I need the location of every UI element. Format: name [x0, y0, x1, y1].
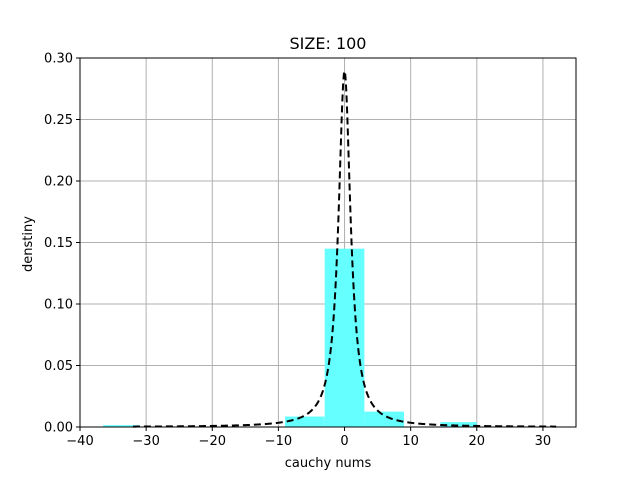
density-curve-layer [132, 70, 557, 428]
x-tick-label: 0 [340, 434, 348, 449]
y-axis-label: denstiny [21, 216, 36, 272]
x-tick-label: −20 [199, 434, 226, 449]
ticks-layer: −40 −30 −20 −10 0 10 20 30 0.00 0.05 0.10 0.15 0.20 0… [44, 52, 551, 450]
x-tick-label: −40 [66, 434, 93, 449]
histogram-bar [324, 248, 365, 427]
x-tick-label: −30 [132, 434, 159, 449]
chart-title: SIZE: 100 [290, 34, 367, 53]
histogram-bar [285, 416, 325, 427]
y-tick-label: 0.05 [44, 359, 73, 374]
histogram-bar [364, 411, 405, 427]
x-tick-label: 20 [469, 434, 486, 449]
y-tick-label: 0.10 [44, 298, 73, 313]
x-axis-label: cauchy nums [285, 456, 372, 471]
x-tick-label: 10 [402, 434, 419, 449]
y-tick-label: 0.15 [44, 236, 73, 251]
grid-layer [79, 57, 576, 428]
y-tick-label: 0.25 [44, 113, 73, 128]
x-tick-label: 30 [535, 434, 552, 449]
histogram-bar [103, 425, 140, 427]
x-tick-label: −10 [265, 434, 292, 449]
histogram-bar [440, 422, 477, 427]
y-tick-label: 0.30 [44, 52, 73, 67]
density-curve [132, 70, 557, 428]
y-tick-label: 0.20 [44, 175, 73, 190]
y-tick-label: 0.00 [44, 421, 73, 436]
